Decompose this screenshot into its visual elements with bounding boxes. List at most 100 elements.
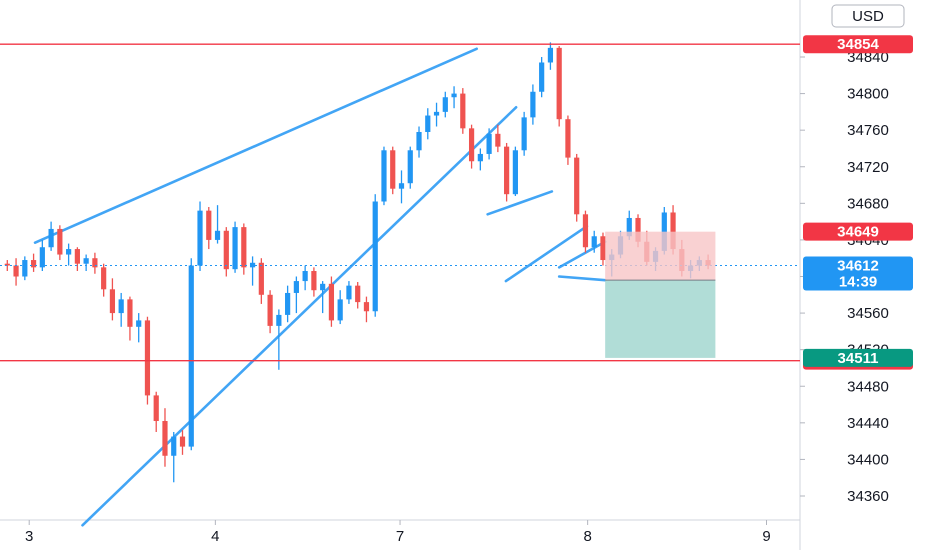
candle-body xyxy=(83,258,89,264)
candle xyxy=(118,292,124,327)
time-axis[interactable] xyxy=(0,520,932,550)
candle xyxy=(416,126,422,158)
trendline-6[interactable] xyxy=(557,240,607,269)
candle xyxy=(214,205,221,244)
candle-body xyxy=(600,236,606,261)
candle xyxy=(171,431,177,483)
candle xyxy=(136,313,142,343)
candle-body xyxy=(171,436,177,456)
price-badge-34854[interactable]: 34854 xyxy=(803,35,913,54)
candle-body xyxy=(118,299,124,314)
price-badge-34649-label: 34649 xyxy=(837,224,879,241)
candle xyxy=(285,285,291,323)
candle-body xyxy=(381,150,387,202)
candle-body xyxy=(346,285,352,300)
candle xyxy=(162,408,168,467)
price-tick-label: 34800 xyxy=(847,86,889,103)
price-badge-34649[interactable]: 34649 xyxy=(803,222,913,241)
candle-body xyxy=(328,283,335,321)
candle xyxy=(460,88,466,134)
price-tick-label: 34480 xyxy=(847,378,889,395)
candle xyxy=(363,296,370,323)
candle xyxy=(13,258,19,286)
currency-button[interactable]: USD xyxy=(831,4,905,28)
stop-loss-zone[interactable] xyxy=(605,231,716,281)
candle-body xyxy=(13,265,19,277)
candle xyxy=(197,201,203,272)
candle-body xyxy=(530,91,536,118)
candle xyxy=(267,290,273,334)
candle-body xyxy=(320,283,326,291)
candle xyxy=(57,225,63,261)
candle-body xyxy=(179,436,186,447)
candle xyxy=(582,210,589,253)
price-badge-34511[interactable]: 34511 xyxy=(803,348,913,367)
candle-body xyxy=(144,320,151,396)
candle-body xyxy=(486,133,492,154)
candle-body xyxy=(4,263,10,266)
price-badge-34511-label: 34511 xyxy=(838,350,879,367)
candle xyxy=(346,281,352,304)
candle-body xyxy=(127,299,133,327)
candle-body xyxy=(363,302,370,312)
take-profit-zone[interactable] xyxy=(605,280,716,358)
candle xyxy=(398,170,405,204)
price-tick-label: 34680 xyxy=(847,195,889,212)
candle xyxy=(468,124,475,169)
candle-body xyxy=(512,150,518,195)
candle xyxy=(66,243,72,266)
price-badge-34511-bg xyxy=(803,348,913,367)
candle xyxy=(337,290,343,325)
candle-body xyxy=(276,314,282,326)
candle-body xyxy=(337,299,343,321)
candle xyxy=(381,146,387,206)
candle xyxy=(206,206,212,250)
candle xyxy=(101,263,107,297)
candle xyxy=(4,260,10,272)
candle-body xyxy=(460,93,466,129)
candle xyxy=(504,142,510,202)
price-tick-label: 34840 xyxy=(847,49,889,66)
trendline-5[interactable] xyxy=(557,275,607,282)
candle-body xyxy=(539,62,545,92)
price-badge-34854-bg xyxy=(803,35,913,54)
candle xyxy=(442,91,448,118)
candle xyxy=(293,276,299,314)
candle-body xyxy=(74,249,80,264)
candle-body xyxy=(101,267,107,290)
candle-body xyxy=(407,150,413,184)
candle xyxy=(276,309,282,370)
trendline-4[interactable] xyxy=(504,224,589,283)
candle-body xyxy=(285,292,291,315)
candle xyxy=(109,278,116,321)
candle-body xyxy=(626,217,632,237)
candle xyxy=(600,232,606,266)
trendline-2[interactable] xyxy=(81,106,518,527)
candle xyxy=(451,86,457,109)
price-tick-label: 34440 xyxy=(847,415,889,432)
candle xyxy=(530,84,536,125)
time-tick-label: 3 xyxy=(25,528,33,545)
candle xyxy=(512,146,518,197)
candle xyxy=(39,239,45,272)
price-tick-label: 34720 xyxy=(847,159,889,176)
trendline-1[interactable] xyxy=(33,47,478,244)
candle xyxy=(355,281,361,309)
candle xyxy=(565,115,571,165)
candle xyxy=(407,146,413,189)
candle xyxy=(127,296,133,341)
currency-button-bg xyxy=(831,4,905,28)
candle-body xyxy=(355,285,361,303)
countdown-timer: 14:39 xyxy=(839,274,877,291)
candle xyxy=(92,252,98,274)
trendline-3[interactable] xyxy=(486,190,554,216)
candle xyxy=(495,124,501,153)
candle xyxy=(83,254,89,272)
currency-label: USD xyxy=(852,8,884,25)
candle xyxy=(241,223,247,275)
candle xyxy=(547,42,554,70)
candle-body xyxy=(92,258,98,268)
